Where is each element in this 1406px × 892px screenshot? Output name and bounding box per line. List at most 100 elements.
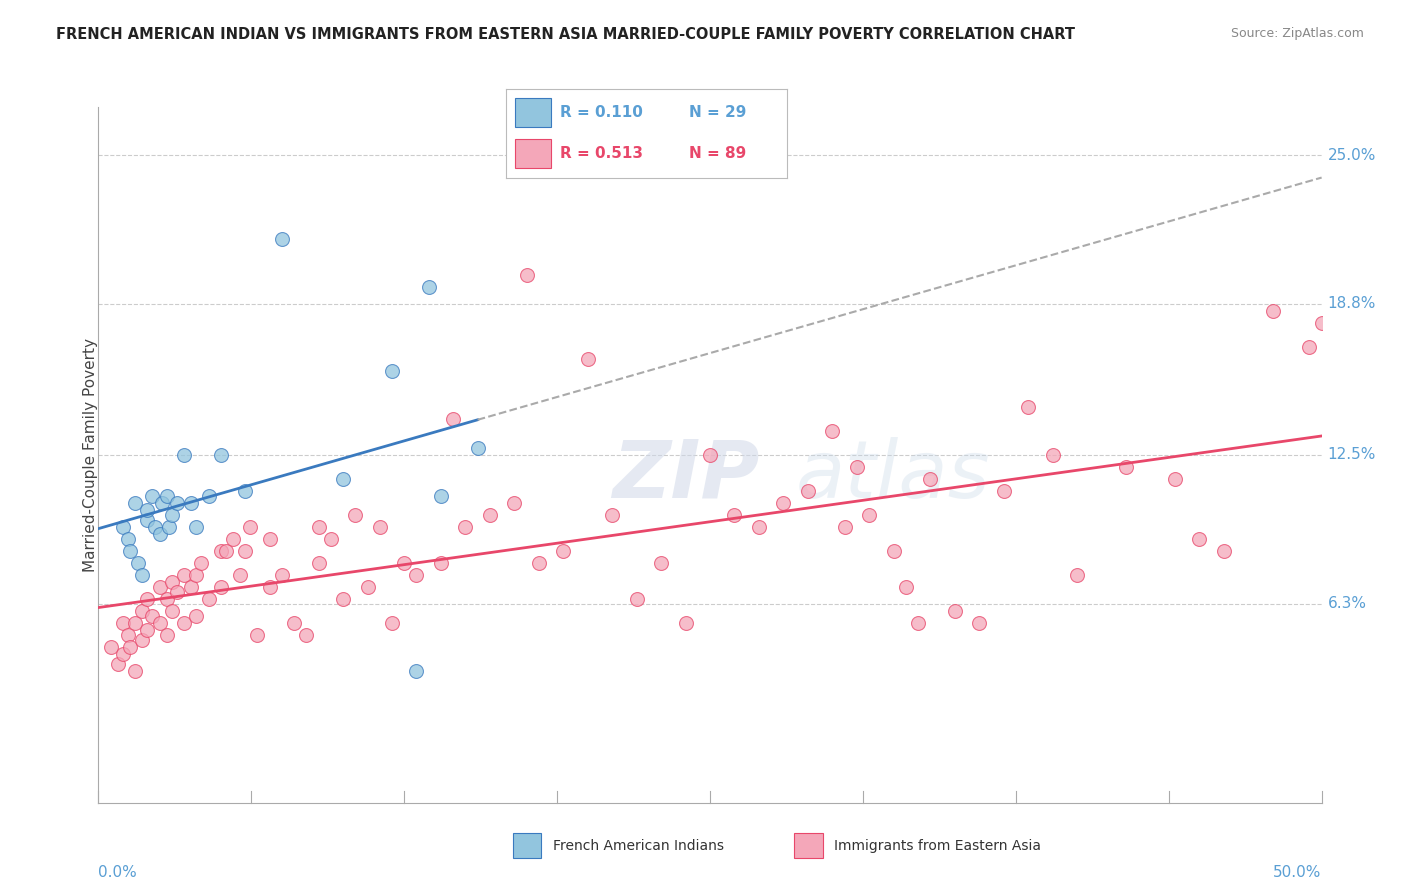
Point xyxy=(308,520,330,534)
Point xyxy=(166,496,188,510)
Text: 6.3%: 6.3% xyxy=(1327,596,1367,611)
Point xyxy=(136,591,159,606)
Point xyxy=(650,556,672,570)
Text: 18.8%: 18.8% xyxy=(1327,296,1376,311)
Point xyxy=(259,532,281,546)
Point xyxy=(209,544,232,558)
Point xyxy=(516,268,538,282)
Point xyxy=(197,489,219,503)
Text: 12.5%: 12.5% xyxy=(1327,448,1376,462)
Point xyxy=(160,508,183,522)
Point xyxy=(173,448,195,462)
Point xyxy=(381,364,404,378)
Text: Immigrants from Eastern Asia: Immigrants from Eastern Asia xyxy=(834,838,1040,853)
Point xyxy=(186,520,208,534)
Point xyxy=(1261,304,1284,318)
Point xyxy=(149,615,172,630)
Point xyxy=(180,496,202,510)
Point xyxy=(821,424,844,438)
Point xyxy=(111,647,134,661)
Point xyxy=(405,664,427,678)
Point xyxy=(186,567,208,582)
Point xyxy=(503,496,526,510)
Point xyxy=(150,496,173,510)
Point xyxy=(405,567,427,582)
Point xyxy=(600,508,623,522)
Text: 0.0%: 0.0% xyxy=(98,865,138,880)
Point xyxy=(319,532,342,546)
Point xyxy=(141,608,163,623)
Point xyxy=(209,580,232,594)
Point xyxy=(797,483,820,498)
Point xyxy=(1212,544,1234,558)
Point xyxy=(131,604,153,618)
Point xyxy=(233,544,256,558)
Point xyxy=(156,591,179,606)
Text: French American Indians: French American Indians xyxy=(553,838,724,853)
Text: FRENCH AMERICAN INDIAN VS IMMIGRANTS FROM EASTERN ASIA MARRIED-COUPLE FAMILY POV: FRENCH AMERICAN INDIAN VS IMMIGRANTS FRO… xyxy=(56,27,1076,42)
Point xyxy=(553,544,575,558)
Point xyxy=(1310,316,1333,330)
Point xyxy=(392,556,416,570)
Point xyxy=(626,591,648,606)
Point xyxy=(107,657,129,671)
Text: N = 89: N = 89 xyxy=(689,146,747,161)
Point xyxy=(332,591,354,606)
Point xyxy=(418,280,440,294)
Point xyxy=(160,604,183,618)
Point xyxy=(246,628,269,642)
Y-axis label: Married-Couple Family Poverty: Married-Couple Family Poverty xyxy=(83,338,97,572)
Point xyxy=(576,351,599,366)
Point xyxy=(149,580,172,594)
Point xyxy=(141,489,163,503)
Point xyxy=(1042,448,1064,462)
Point xyxy=(270,567,294,582)
Point xyxy=(143,520,166,534)
Point xyxy=(430,489,453,503)
Bar xyxy=(515,139,551,168)
Point xyxy=(748,520,770,534)
Point xyxy=(1298,340,1320,354)
Point xyxy=(214,544,236,558)
Point xyxy=(180,580,202,594)
Point xyxy=(100,640,122,654)
Point xyxy=(127,556,149,570)
Point xyxy=(344,508,367,522)
Point xyxy=(157,520,180,534)
Point xyxy=(1017,400,1039,414)
Point xyxy=(845,459,868,474)
Point xyxy=(332,472,354,486)
Point xyxy=(993,483,1015,498)
Text: N = 29: N = 29 xyxy=(689,105,747,120)
Point xyxy=(894,580,917,594)
Point xyxy=(967,615,990,630)
Point xyxy=(186,608,208,623)
Point xyxy=(136,623,159,637)
Point xyxy=(1188,532,1211,546)
Point xyxy=(1066,567,1088,582)
Point xyxy=(120,640,142,654)
Point xyxy=(124,496,146,510)
Point xyxy=(190,556,212,570)
Point xyxy=(270,232,294,246)
Point xyxy=(368,520,391,534)
Point xyxy=(173,567,195,582)
Point xyxy=(858,508,880,522)
Point xyxy=(295,628,318,642)
Point xyxy=(907,615,929,630)
Point xyxy=(467,441,489,455)
Point xyxy=(117,628,139,642)
Point xyxy=(156,489,179,503)
Point xyxy=(160,575,183,590)
Text: R = 0.513: R = 0.513 xyxy=(560,146,643,161)
Point xyxy=(124,615,146,630)
Point xyxy=(173,615,195,630)
Point xyxy=(1164,472,1187,486)
Point xyxy=(381,615,404,630)
Point xyxy=(156,628,179,642)
Point xyxy=(454,520,477,534)
Point xyxy=(527,556,550,570)
Point xyxy=(834,520,856,534)
Point xyxy=(124,664,146,678)
Point xyxy=(120,544,142,558)
